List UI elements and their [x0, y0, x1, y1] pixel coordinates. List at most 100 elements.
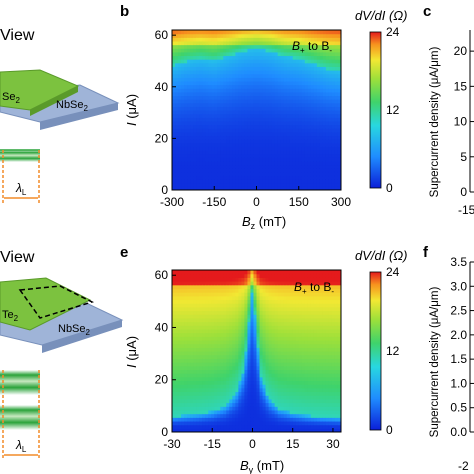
heatmap-cell [325, 120, 330, 126]
heatmap-cell [262, 44, 267, 49]
heatmap-cell [223, 182, 227, 187]
heatmap-cell [178, 55, 182, 60]
heatmap-cell [334, 168, 339, 173]
heatmap-cell [298, 384, 303, 389]
heatmap-cell [247, 80, 252, 86]
heatmap-cell [241, 417, 246, 422]
heatmap-cell [295, 398, 300, 404]
heatmap-cell [244, 73, 249, 78]
heatmap-cell [253, 351, 258, 356]
heatmap-cell [223, 380, 227, 385]
heatmap-cell [247, 373, 252, 378]
heatmap-cell [202, 51, 206, 57]
heatmap-cell [271, 387, 276, 393]
heatmap-cell [334, 179, 339, 184]
heatmap-cell [292, 270, 297, 275]
heatmap-cell [316, 299, 321, 304]
heatmap-cell [256, 80, 261, 86]
heatmap-cell [190, 358, 194, 363]
heatmap-cell [223, 339, 227, 345]
heatmap-cell [205, 413, 209, 418]
heatmap-cell [256, 179, 261, 184]
heatmap-cell [181, 179, 185, 184]
heatmap-cell [295, 380, 300, 385]
heatmap-cell [319, 395, 324, 400]
heatmap-cell [289, 124, 294, 129]
heatmap-cell [202, 373, 206, 378]
heatmap-cell [292, 153, 297, 158]
heatmap-cell [202, 66, 206, 71]
heatmap-cell [295, 40, 300, 46]
heatmap-cell [172, 102, 176, 107]
heatmap-cell [229, 124, 233, 129]
heatmap-cell [307, 102, 312, 107]
heatmap-cell [286, 380, 291, 385]
heatmap-cell [187, 395, 191, 400]
heatmap-cell [271, 273, 276, 278]
heatmap-cell [190, 120, 194, 126]
heatmap-cell [232, 113, 236, 118]
heatmap-cell [325, 91, 330, 97]
heatmap-cell [337, 354, 341, 359]
heatmap-cell [232, 51, 236, 57]
heatmap-cell [319, 332, 324, 337]
heatmap-cell [253, 321, 258, 326]
heatmap-cell [244, 110, 249, 115]
heatmap-cell [238, 153, 243, 158]
heatmap-cell [304, 303, 309, 308]
heatmap-cell [223, 387, 227, 393]
heatmap-cell [319, 120, 324, 126]
heatmap-cell [172, 146, 176, 151]
heatmap-cell [205, 146, 209, 151]
heatmap-cell [331, 420, 336, 426]
heatmap-cell [325, 303, 330, 308]
heatmap-cell [283, 365, 288, 371]
heatmap-cell [325, 55, 330, 60]
heatmap-cell [184, 288, 188, 293]
heatmap-cell [289, 33, 294, 38]
heatmap-cell [301, 409, 306, 415]
heatmap-cell [256, 120, 261, 126]
heatmap-cell [274, 157, 279, 162]
heatmap-cell [331, 135, 336, 140]
heatmap-cell [214, 387, 218, 393]
heatmap-cell [184, 33, 188, 38]
heatmap-cell [178, 186, 182, 190]
heatmap-cell [310, 88, 315, 93]
heatmap-cell [250, 131, 255, 137]
heatmap-cell [271, 351, 276, 356]
heatmap-cell [262, 398, 267, 404]
heatmap-cell [331, 299, 336, 304]
heatmap-cell [298, 73, 303, 78]
heatmap-cell [304, 413, 309, 418]
heatmap-cell [277, 117, 282, 122]
heatmap-cell [223, 117, 227, 122]
heatmap-cell [310, 332, 315, 337]
heatmap-cell [289, 303, 294, 308]
heatmap-cell [238, 273, 243, 278]
heatmap-cell [196, 402, 200, 407]
heatmap-cell [256, 106, 261, 111]
heatmap-cell [313, 336, 318, 341]
heatmap-cell [277, 358, 282, 363]
heatmap-cell [283, 420, 288, 426]
heatmap-cell [334, 281, 339, 286]
heatmap-cell [280, 88, 285, 93]
heatmap-cell [271, 106, 276, 111]
heatmap-cell [334, 182, 339, 187]
heatmap-cell [208, 317, 212, 323]
heatmap-cell [247, 424, 252, 429]
heatmap-cell [211, 77, 215, 82]
heatmap-cell [325, 157, 330, 162]
heatmap-cell [292, 110, 297, 115]
heatmap-cell [253, 332, 258, 337]
heatmap-cell [274, 182, 279, 187]
heatmap-cell [235, 373, 239, 378]
heatmap-cell [238, 358, 243, 363]
heatmap-cell [196, 30, 200, 35]
heatmap-cell [175, 336, 179, 341]
heatmap-cell [247, 44, 252, 49]
heatmap-cell [322, 314, 327, 319]
heatmap-cell [241, 362, 246, 367]
heatmap-cell [331, 73, 336, 78]
